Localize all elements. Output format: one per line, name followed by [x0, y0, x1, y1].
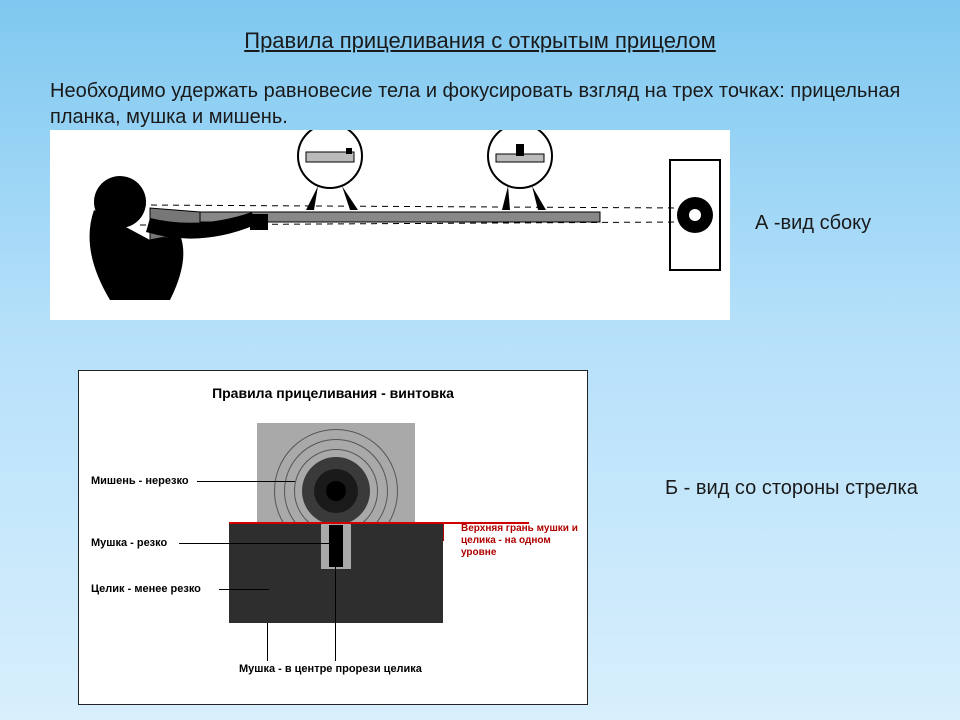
leader-line: [219, 589, 269, 590]
figure-b-title: Правила прицеливания - винтовка: [79, 385, 587, 401]
figure-a-side-view: [50, 130, 730, 320]
leader-line: [179, 543, 329, 544]
target-black: [326, 481, 346, 501]
annotation-celik: Целик - менее резко: [91, 583, 201, 595]
leader-line: [443, 523, 444, 541]
leader-line: [267, 623, 268, 661]
figure-b-shooter-view: Правила прицеливания - винтовка Мишень -…: [78, 370, 588, 705]
annotation-mishen: Мишень - нерезко: [91, 475, 189, 487]
leader-line: [335, 567, 336, 661]
side-view-drawing-icon: [50, 130, 730, 320]
page-title: Правила прицеливания с открытым прицелом: [0, 28, 960, 54]
figure-b-label: Б - вид со стороны стрелка: [665, 475, 918, 501]
annotation-redline: Верхняя грань мушки и целика - на одном …: [461, 523, 581, 559]
figure-a-label: А -вид сбоку: [755, 212, 871, 235]
annotation-mushka: Мушка - резко: [91, 537, 167, 549]
annotation-bottom: Мушка - в центре прорези целика: [239, 663, 422, 675]
mushka-front-sight: [329, 525, 343, 567]
page-subtitle: Необходимо удержать равновесие тела и фо…: [50, 78, 920, 130]
figure-b-stage: Мишень - нерезко Мушка - резко Целик - м…: [79, 415, 589, 705]
leader-line: [197, 481, 295, 482]
